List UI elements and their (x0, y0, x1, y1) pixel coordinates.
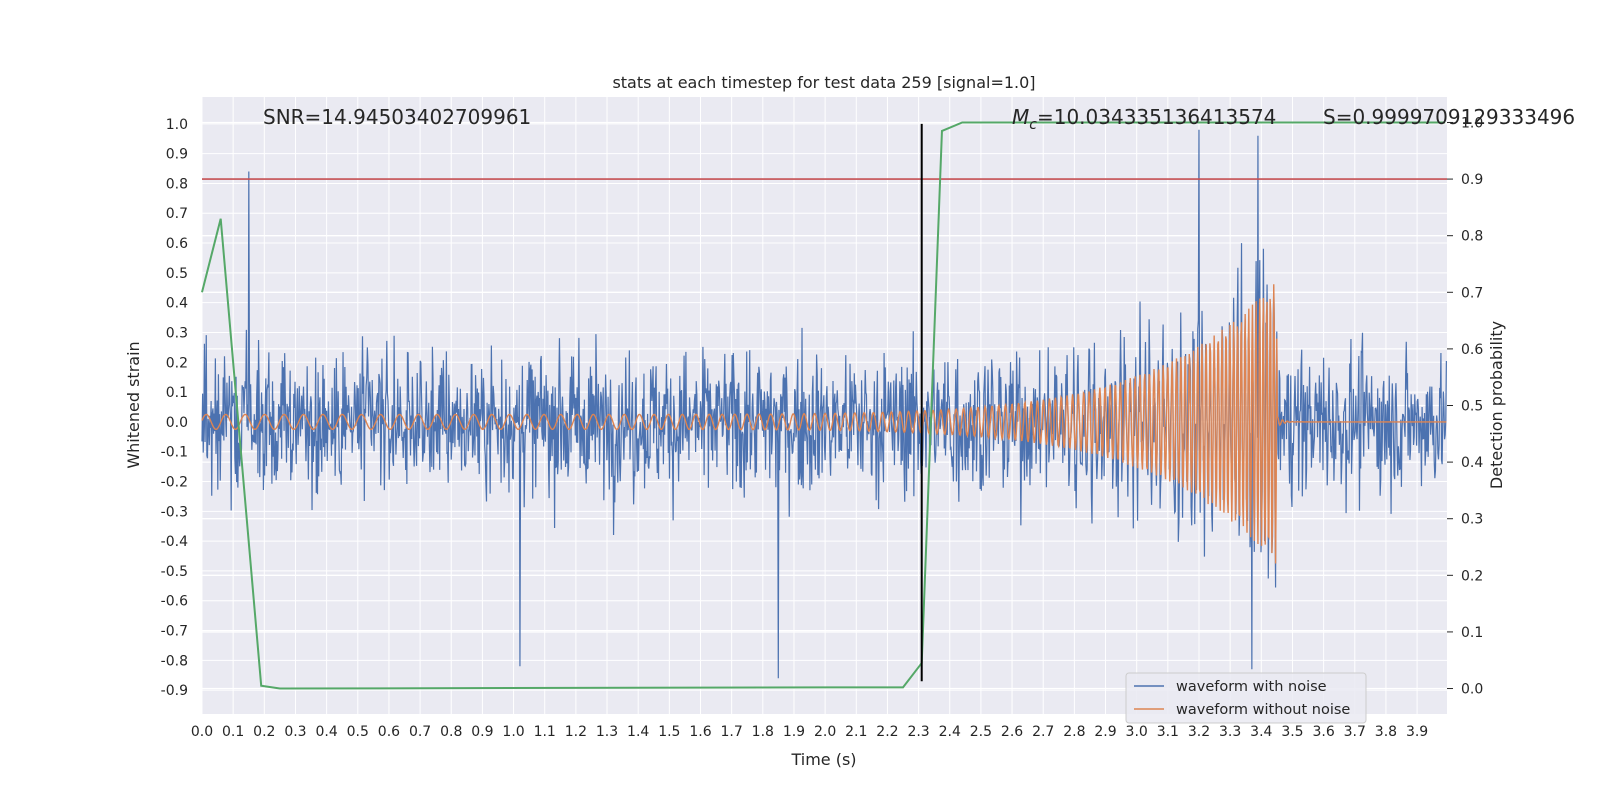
y2-tick-label: 0.7 (1461, 285, 1483, 301)
x-tick-label: 1.2 (565, 724, 587, 740)
legend-label-clean: waveform without noise (1176, 702, 1350, 718)
mc-symbol: M (1012, 105, 1029, 129)
x-tick-label: 3.6 (1312, 724, 1334, 740)
x-tick-label: 2.3 (907, 724, 929, 740)
y2-tick-label: 0.2 (1461, 568, 1483, 584)
mc-subscript: c (1029, 117, 1037, 133)
score-annotation: S=0.9999709129333496 (1323, 105, 1575, 129)
y-tick-label: -0.3 (161, 504, 188, 520)
x-tick-label: 1.7 (721, 724, 743, 740)
y2-tick-label: 0.5 (1461, 399, 1483, 415)
y2-tick-label: 0.0 (1461, 682, 1483, 698)
legend-box (1125, 672, 1367, 724)
y-tick-label: -0.4 (161, 534, 188, 550)
mc-value: =10.034335136413574 (1037, 105, 1276, 129)
chart-title: stats at each timestep for test data 259… (612, 73, 1035, 92)
x-tick-label: 0.4 (315, 724, 337, 740)
x-tick-label: 1.0 (502, 724, 524, 740)
x-tick-label: 3.9 (1406, 724, 1428, 740)
x-tick-label: 1.6 (689, 724, 711, 740)
y-ticks: 1.0 0.9 0.8 0.7 0.6 0.5 0.4 0.3 0.2 0.1 0.0 -0.1 -0.… (161, 117, 188, 699)
series-detection-probability (201, 121, 1446, 690)
y2-axis-label: Detection probability (1487, 321, 1506, 489)
x-tick-label: 1.3 (596, 724, 618, 740)
x-tick-label: 1.8 (752, 724, 774, 740)
y-tick-label: 0.9 (166, 147, 188, 163)
y-tick-label: -0.6 (161, 594, 188, 610)
x-tick-label: 0.1 (222, 724, 244, 740)
x-axis-label: Time (s) (790, 750, 856, 769)
x-tick-label: 0.3 (284, 724, 306, 740)
x-tick-label: 2.7 (1032, 724, 1054, 740)
x-tick-label: 0.5 (347, 724, 369, 740)
x-tick-label: 2.8 (1063, 724, 1085, 740)
y-axis-label: Whitened strain (124, 341, 143, 468)
mc-annotation: Mc=10.034335136413574 (1012, 105, 1276, 133)
x-tick-label: 2.5 (970, 724, 992, 740)
legend: waveform with noise waveform without noi… (1125, 672, 1367, 724)
series-waveform-with-noise (201, 129, 1447, 679)
y-tick-label: -0.2 (161, 475, 188, 491)
x-tick-label: 3.3 (1219, 724, 1241, 740)
y-tick-label: 0.5 (166, 266, 188, 282)
y2-tick-label: 0.3 (1461, 512, 1483, 528)
x-tick-label: 0.8 (440, 724, 462, 740)
x-tick-label: 3.7 (1344, 724, 1366, 740)
x-tick-label: 2.9 (1094, 724, 1116, 740)
y2-tick-label: 0.6 (1461, 342, 1483, 358)
x-tick-label: 1.9 (783, 724, 805, 740)
y2-tick-label: 0.4 (1461, 455, 1483, 471)
x-tick-label: 3.5 (1281, 724, 1303, 740)
y-tick-label: -0.7 (161, 624, 188, 640)
y-tick-label: 0.1 (166, 385, 188, 401)
series-waveform-without-noise (201, 284, 1447, 564)
snr-annotation: SNR=14.94503402709961 (263, 105, 531, 129)
x-tick-label: 3.0 (1126, 724, 1148, 740)
data-series (201, 121, 1447, 690)
y2-tick-label: 0.1 (1461, 625, 1483, 641)
x-tick-label: 0.7 (409, 724, 431, 740)
x-ticks: 0.0 0.1 0.2 0.3 0.4 0.5 0.6 0.7 0.8 0.9 1.0 1.1 1.2 1… (191, 724, 1428, 740)
y-tick-label: 0.6 (166, 236, 188, 252)
y-tick-label: -0.5 (161, 564, 188, 580)
x-tick-label: 3.2 (1188, 724, 1210, 740)
x-tick-label: 1.4 (627, 724, 649, 740)
x-tick-label: 0.9 (471, 724, 493, 740)
x-tick-label: 3.4 (1250, 724, 1272, 740)
y-tick-label: -0.8 (161, 653, 188, 669)
x-tick-label: 1.1 (534, 724, 556, 740)
x-tick-label: 3.1 (1157, 724, 1179, 740)
x-tick-label: 2.4 (939, 724, 961, 740)
x-tick-label: 2.1 (845, 724, 867, 740)
y2-tick-label: 0.8 (1461, 229, 1483, 245)
legend-label-noise: waveform with noise (1176, 679, 1327, 695)
x-tick-label: 3.8 (1375, 724, 1397, 740)
y-tick-label: 0.8 (166, 176, 188, 192)
x-tick-label: 0.0 (191, 724, 213, 740)
y-tick-label: 0.4 (166, 296, 188, 312)
x-tick-label: 0.2 (253, 724, 275, 740)
x-tick-label: 2.6 (1001, 724, 1023, 740)
y-tick-label: 0.2 (166, 355, 188, 371)
y-tick-label: -0.9 (161, 683, 188, 699)
y-tick-label: -0.1 (161, 445, 188, 461)
x-tick-label: 1.5 (658, 724, 680, 740)
y2-ticks: 1.0 0.9 0.8 0.7 0.6 0.5 0.4 0.3 0.2 0.1 0.0 (1447, 115, 1483, 698)
y-tick-label: 0.3 (166, 325, 188, 341)
y2-tick-label: 0.9 (1461, 172, 1483, 188)
x-tick-label: 2.2 (876, 724, 898, 740)
y2-tick-label: 1.0 (1461, 115, 1483, 131)
x-tick-label: 2.0 (814, 724, 836, 740)
x-tick-label: 0.6 (378, 724, 400, 740)
y-tick-label: 0.0 (166, 415, 188, 431)
y-tick-label: 0.7 (166, 206, 188, 222)
y-tick-label: 1.0 (166, 117, 188, 133)
